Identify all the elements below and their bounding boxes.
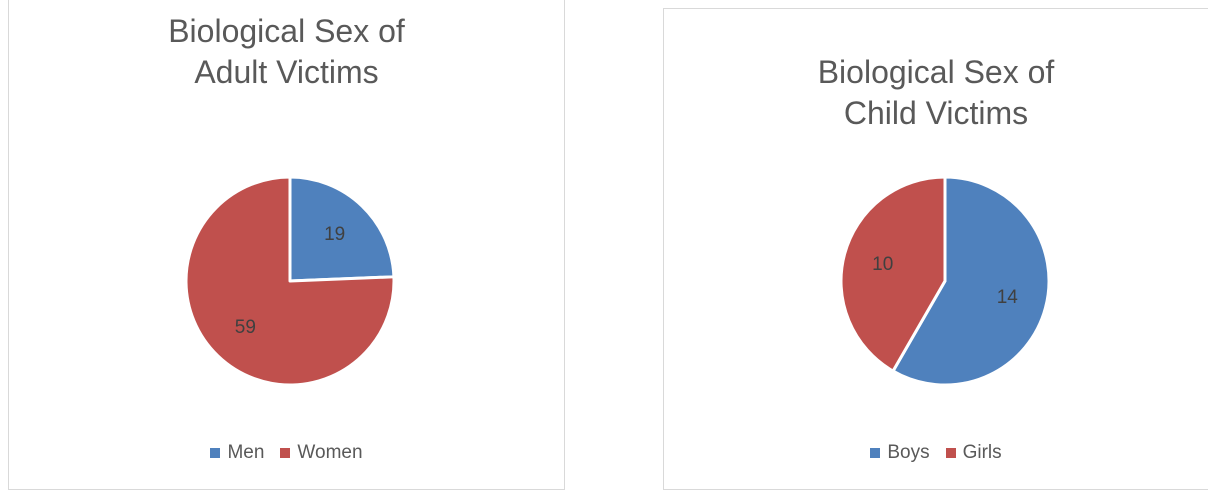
chart-title-line-1: Biological Sex of <box>817 54 1055 90</box>
chart-legend: Boys Girls <box>664 442 1208 464</box>
legend-swatch-men <box>210 448 221 458</box>
pie-slice-girls <box>839 175 947 373</box>
legend-label-girls: Girls <box>962 442 1002 463</box>
chart-title-line-2: Child Victims <box>843 95 1029 131</box>
legend-item-girls: Girls <box>945 442 1002 464</box>
chart-legend: Men Women <box>9 442 564 464</box>
data-label-girls: 10 <box>872 254 893 275</box>
legend-item-women: Women <box>280 442 363 464</box>
legend-item-boys: Boys <box>870 442 930 464</box>
chart-title: Biological Sex of Adult Victims <box>9 11 564 93</box>
data-label-boys: 14 <box>997 287 1019 308</box>
legend-label-men: Men <box>227 442 265 463</box>
chart-title: Biological Sex of Child Victims <box>664 52 1208 134</box>
pie-slice-boys <box>891 175 1051 387</box>
legend-label-boys: Boys <box>887 442 930 463</box>
legend-label-women: Women <box>297 442 363 463</box>
pie-slice-women <box>184 175 396 387</box>
legend-item-men: Men <box>210 442 264 464</box>
legend-swatch-women <box>280 448 291 458</box>
pie-slice-men <box>288 175 396 283</box>
chart-title-line-1: Biological Sex of <box>168 13 405 49</box>
adult-victims-chart: Biological Sex of Adult Victims 19 59 Men… <box>8 0 565 490</box>
chart-title-line-2: Adult Victims <box>194 54 379 90</box>
child-pie: 14 10 <box>839 175 1051 387</box>
data-label-men: 19 <box>324 224 345 245</box>
legend-swatch-girls <box>945 448 956 458</box>
legend-swatch-boys <box>870 448 881 458</box>
data-label-women: 59 <box>235 317 256 338</box>
child-victims-chart: Biological Sex of Child Victims 14 10 Boy… <box>663 8 1208 490</box>
